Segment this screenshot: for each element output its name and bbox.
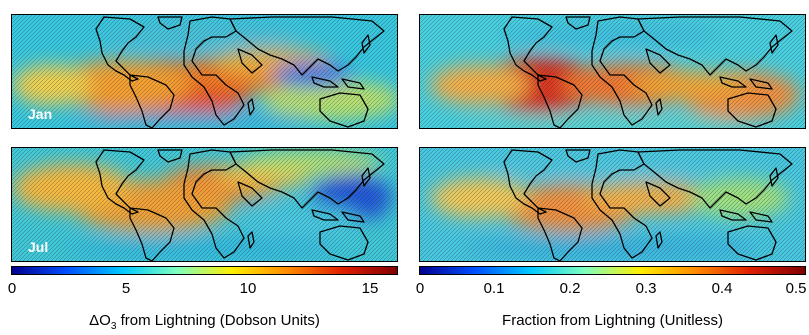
- colorbar-fraction-tick: 0.2: [559, 280, 581, 297]
- map-panel-jul-fraction: [419, 147, 806, 262]
- map-panel-jul-ozone: Jul: [11, 147, 398, 262]
- colorbar-fraction-title: Fraction from Lightning (Unitless): [502, 312, 723, 329]
- ozone-map-jul: [12, 148, 397, 261]
- colorbar-ozone: [11, 266, 398, 275]
- colorbar-ozone-tick: 15: [361, 280, 379, 297]
- fraction-map-jul: [420, 148, 805, 261]
- map-panel-jan-fraction: [419, 14, 806, 129]
- colorbar-fraction-tick: 0.3: [635, 280, 657, 297]
- month-label: Jan: [28, 106, 53, 122]
- colorbar-ozone-tick: 5: [121, 280, 131, 297]
- colorbar-fraction-tick: 0.5: [785, 280, 807, 297]
- colorbar-ozone-tick: 0: [7, 280, 17, 297]
- map-panel-jan-ozone: Jan: [11, 14, 398, 129]
- ozone-map-jan: [12, 15, 397, 128]
- month-label: Jul: [28, 239, 49, 255]
- colorbar-fraction: [419, 266, 806, 275]
- colorbar-fraction-tick: 0.1: [483, 280, 505, 297]
- colorbar-fraction-tick: 0: [415, 280, 425, 297]
- colorbar-ozone-tick: 10: [239, 280, 257, 297]
- fraction-map-jan: [420, 15, 805, 128]
- colorbar-ozone-title: ΔO3 from Lightning (Dobson Units): [89, 312, 320, 332]
- colorbar-fraction-tick: 0.4: [711, 280, 733, 297]
